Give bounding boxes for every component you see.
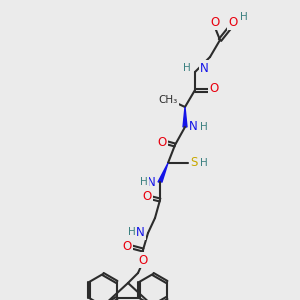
Text: N: N — [147, 176, 156, 188]
Text: S: S — [190, 157, 197, 169]
Text: H: H — [200, 158, 208, 168]
Text: O: O — [209, 82, 219, 94]
Text: O: O — [158, 136, 166, 148]
Text: O: O — [138, 254, 148, 266]
Text: N: N — [136, 226, 145, 238]
Text: O: O — [228, 16, 238, 28]
Text: H: H — [183, 63, 191, 73]
Text: O: O — [210, 16, 220, 28]
Text: CH₃: CH₃ — [158, 95, 178, 105]
Text: O: O — [122, 239, 132, 253]
Text: N: N — [200, 61, 209, 74]
Text: H: H — [140, 177, 148, 187]
Text: H: H — [128, 227, 136, 237]
Text: H: H — [240, 12, 248, 22]
Polygon shape — [158, 163, 168, 182]
Text: N: N — [189, 121, 198, 134]
Text: O: O — [142, 190, 152, 203]
Polygon shape — [183, 107, 187, 127]
Text: H: H — [200, 122, 208, 132]
